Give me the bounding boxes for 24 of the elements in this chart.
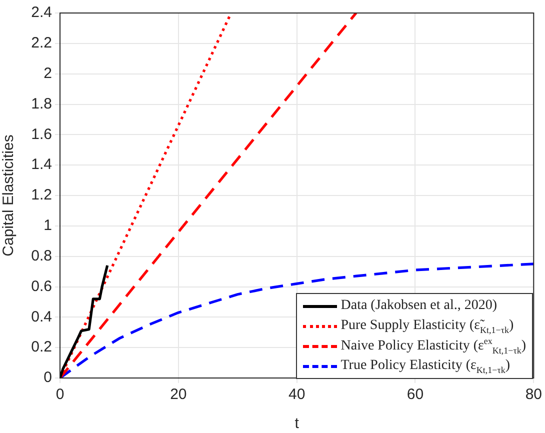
y-tick-label: 2.2 xyxy=(31,34,52,52)
x-tick-label: 60 xyxy=(406,386,424,404)
legend-label: Naive Policy Elasticity (ε$^{ex}$$_{Kt,1−τk}$) xyxy=(340,336,526,356)
y-tick-label: 1.6 xyxy=(31,126,52,143)
y-tick-label: 1 xyxy=(44,217,52,234)
y-tick-label: 1.4 xyxy=(31,156,52,174)
y-tick-label: 1.8 xyxy=(31,95,52,112)
legend-label: True Policy Elasticity (ε$_{Kt,1−τk}$) xyxy=(340,358,510,374)
y-tick-label: 0.2 xyxy=(31,338,52,356)
y-tick-label: 2.4 xyxy=(31,4,52,22)
x-tick-label: 80 xyxy=(525,386,542,404)
y-tick-label: 0.4 xyxy=(31,308,52,326)
y-tick-label: 1.2 xyxy=(31,186,52,204)
x-tick-label: 0 xyxy=(56,386,64,404)
x-tick-label: 20 xyxy=(170,386,187,404)
y-tick-label: 0.8 xyxy=(31,247,52,264)
x-tick-label: 40 xyxy=(288,386,306,404)
y-tick-label: 2 xyxy=(44,64,52,82)
y-tick-label: 0.6 xyxy=(31,278,52,295)
y-axis-title: Capital Elasticities xyxy=(0,134,18,256)
y-tick-label: 0 xyxy=(44,369,52,386)
legend-label: Data (Jakobsen et al., 2020) xyxy=(340,298,498,314)
legend-label: Pure Supply Elasticity (ε̃$_{Kt,1−τk}$) xyxy=(340,318,514,334)
x-axis-title: t xyxy=(294,415,300,432)
